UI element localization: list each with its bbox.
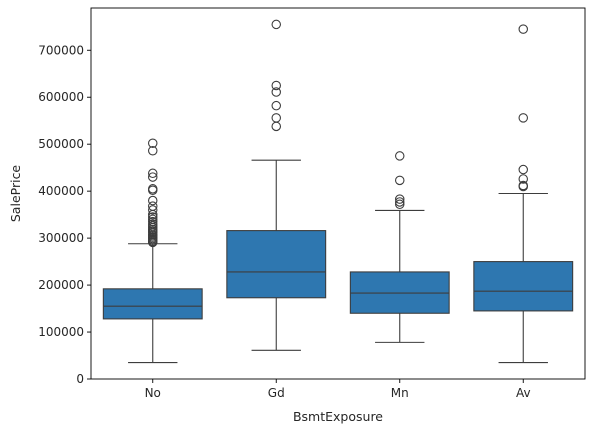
outlier-point (394, 175, 405, 186)
outlier-point (271, 80, 281, 91)
outlier-point (148, 172, 158, 182)
outlier-point (148, 184, 158, 194)
y-tick-label: 700000 (38, 43, 84, 57)
x-tick-label-gd: Gd (268, 386, 285, 400)
y-tick-label: 600000 (38, 90, 84, 104)
iqr-box (226, 230, 327, 299)
outlier-point (148, 219, 158, 229)
outlier-point (148, 205, 158, 215)
outlier-point (394, 194, 405, 204)
box-group-av (473, 24, 574, 364)
outlier-point (271, 121, 281, 132)
x-tick-label-mn: Mn (391, 386, 409, 400)
outlier-point (148, 201, 158, 211)
x-tick-label-av: Av (516, 386, 531, 400)
outlier-point (271, 113, 281, 123)
y-tick-label: 200000 (38, 278, 84, 292)
outlier-point (518, 180, 528, 191)
y-axis-label: SalePrice (8, 165, 23, 223)
outlier-point (518, 113, 528, 123)
outlier-point (394, 199, 405, 210)
axes: 0 100000 200000 300000 400000 500000 600000 700… (38, 7, 586, 400)
outlier-point (394, 151, 405, 161)
y-tick-label: 100000 (38, 325, 84, 339)
box-group-mn (349, 151, 450, 343)
outlier-point (518, 24, 528, 34)
outlier-point (518, 174, 528, 184)
plot-content (102, 19, 574, 364)
outlier-point (148, 212, 158, 222)
outlier-point (271, 100, 281, 111)
y-tick-label: 0 (76, 372, 84, 386)
outlier-point (148, 195, 158, 206)
x-axis-label: BsmtExposure (293, 409, 383, 424)
y-tick-label: 400000 (38, 184, 84, 198)
y-tick-label: 500000 (38, 137, 84, 151)
outlier-point (148, 146, 158, 156)
box-group-no (102, 138, 203, 364)
box-group-gd (226, 19, 327, 351)
outlier-point (148, 138, 158, 149)
outlier-point (148, 216, 158, 227)
outlier-point (518, 164, 528, 175)
y-tick-label: 300000 (38, 231, 84, 245)
outlier-point (148, 214, 158, 225)
iqr-box (473, 261, 574, 312)
outlier-point (271, 19, 281, 30)
plot-frame (90, 7, 586, 380)
outlier-point (271, 87, 281, 97)
outlier-point (148, 168, 158, 179)
outlier-point (394, 197, 405, 207)
iqr-box (102, 288, 203, 320)
x-tick-label-no: No (145, 386, 161, 400)
